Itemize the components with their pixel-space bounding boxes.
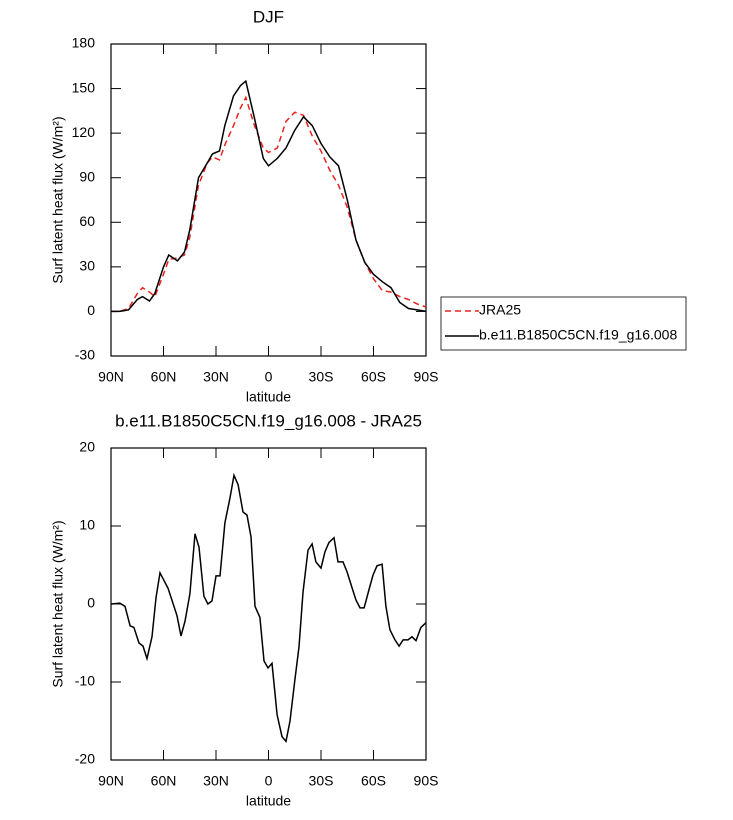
y-tick-label: 180 (72, 35, 96, 51)
y-tick-label: 90 (79, 168, 95, 184)
x-tick-label: 60S (361, 369, 386, 385)
y-tick-label: 0 (87, 302, 95, 318)
x-tick-label: 60S (361, 773, 386, 789)
y-tick-label: 0 (87, 595, 95, 611)
y-tick-label: -10 (75, 673, 95, 689)
x-tick-label: 90S (414, 773, 439, 789)
plot-frame (110, 447, 427, 761)
y-tick-label: 20 (79, 439, 95, 455)
x-tick-label: 90S (414, 369, 439, 385)
chart-title: DJF (253, 7, 284, 26)
x-tick-label: 60N (151, 773, 177, 789)
legend-label: JRA25 (479, 302, 521, 318)
chart-title: b.e11.B1850C5CN.f19_g16.008 - JRA25 (115, 411, 422, 430)
y-axis-label: Surf latent heat flux (W/m²) (50, 116, 66, 283)
y-tick-label: 30 (79, 258, 95, 274)
y-tick-label: 150 (72, 79, 96, 95)
y-tick-label: 10 (79, 517, 95, 533)
y-tick-label: 120 (72, 124, 96, 140)
x-tick-label: 30S (309, 369, 334, 385)
x-axis-label: latitude (246, 793, 291, 809)
x-tick-label: 0 (265, 773, 273, 789)
data-line (110, 472, 427, 743)
y-axis-label: Surf latent heat flux (W/m²) (50, 520, 66, 687)
x-axis-label: latitude (246, 389, 291, 405)
x-tick-label: 30N (203, 773, 229, 789)
y-tick-label: -20 (75, 751, 95, 767)
x-tick-label: 90N (98, 773, 124, 789)
data-line (111, 79, 427, 313)
y-tick-label: -30 (75, 347, 95, 363)
x-tick-label: 0 (265, 369, 273, 385)
x-tick-label: 30S (309, 773, 334, 789)
data-line (111, 95, 427, 313)
plot-frame (110, 43, 427, 357)
x-tick-label: 90N (98, 369, 124, 385)
legend-label: b.e11.B1850C5CN.f19_g16.008 (479, 327, 677, 343)
x-tick-label: 30N (203, 369, 229, 385)
y-tick-label: 60 (79, 213, 95, 229)
legend-box (440, 296, 687, 351)
x-tick-label: 60N (151, 369, 177, 385)
